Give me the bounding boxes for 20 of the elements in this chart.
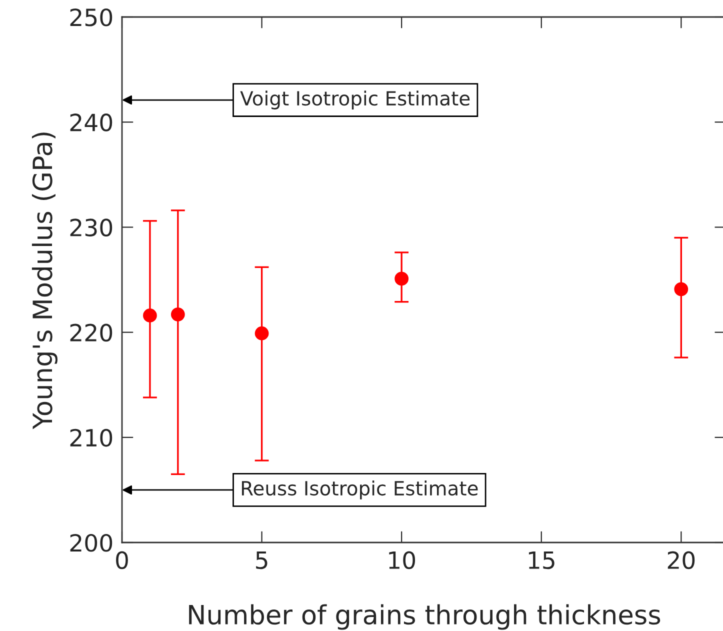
y-tick-label: 230 [70, 218, 112, 237]
y-tick-label: 210 [70, 428, 112, 447]
point [674, 282, 688, 296]
point [254, 326, 269, 340]
point [170, 307, 185, 322]
point [143, 308, 157, 322]
x-tick-label: 0 [116, 551, 128, 570]
point [394, 272, 409, 286]
annotation: Reuss Isotropic Estimate [242, 480, 478, 500]
annotation: Voigt Isotropic Estimate [240, 90, 470, 110]
y-tick-label: 220 [70, 324, 112, 342]
x-tick-label: 10 [389, 551, 416, 570]
y-tick-label: 200 [70, 534, 112, 552]
x-tick-label: 5 [256, 552, 268, 570]
y-tick-label: 240 [70, 114, 112, 132]
x-tick-label: 15 [528, 552, 554, 570]
x-tick-label: 20 [668, 551, 695, 570]
y-axis-title: Young's Modulus (GPa) [32, 132, 58, 430]
y-tick-label: 250 [70, 8, 112, 26]
x-axis-title: Number of grains through thickness [189, 604, 660, 630]
